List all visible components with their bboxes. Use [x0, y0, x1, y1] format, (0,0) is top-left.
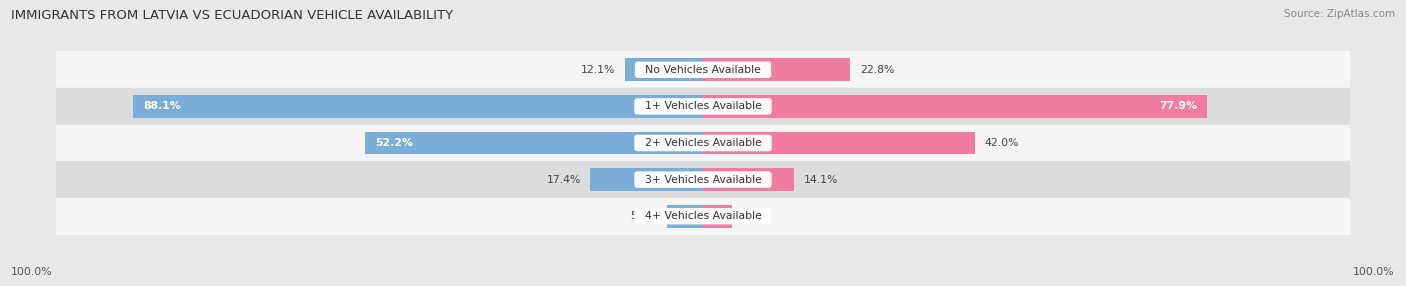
Text: 42.0%: 42.0% — [984, 138, 1019, 148]
Text: 52.2%: 52.2% — [375, 138, 413, 148]
Text: 88.1%: 88.1% — [143, 102, 180, 111]
Bar — [56, 198, 1350, 235]
Bar — [366, 132, 703, 154]
Bar — [703, 168, 794, 191]
Text: 14.1%: 14.1% — [804, 175, 838, 184]
Text: No Vehicles Available: No Vehicles Available — [638, 65, 768, 75]
Text: 3+ Vehicles Available: 3+ Vehicles Available — [637, 175, 769, 184]
Text: 12.1%: 12.1% — [581, 65, 614, 75]
Bar — [56, 51, 1350, 88]
Bar — [703, 58, 851, 81]
Text: 1+ Vehicles Available: 1+ Vehicles Available — [637, 102, 769, 111]
Bar — [134, 95, 703, 118]
Text: 77.9%: 77.9% — [1159, 102, 1197, 111]
Text: 100.0%: 100.0% — [11, 267, 53, 277]
Text: Source: ZipAtlas.com: Source: ZipAtlas.com — [1284, 9, 1395, 19]
Text: 100.0%: 100.0% — [1353, 267, 1395, 277]
Text: 4+ Vehicles Available: 4+ Vehicles Available — [637, 211, 769, 221]
Bar — [703, 132, 974, 154]
Bar — [56, 161, 1350, 198]
Text: 2+ Vehicles Available: 2+ Vehicles Available — [637, 138, 769, 148]
Bar — [703, 205, 733, 228]
Bar — [703, 95, 1206, 118]
Text: 22.8%: 22.8% — [860, 65, 894, 75]
Text: IMMIGRANTS FROM LATVIA VS ECUADORIAN VEHICLE AVAILABILITY: IMMIGRANTS FROM LATVIA VS ECUADORIAN VEH… — [11, 9, 453, 21]
Bar — [668, 205, 703, 228]
Text: 17.4%: 17.4% — [547, 175, 581, 184]
Text: 4.5%: 4.5% — [742, 211, 769, 221]
Text: 5.5%: 5.5% — [630, 211, 658, 221]
Bar — [591, 168, 703, 191]
Bar — [624, 58, 703, 81]
Bar — [56, 88, 1350, 125]
Bar — [56, 125, 1350, 161]
